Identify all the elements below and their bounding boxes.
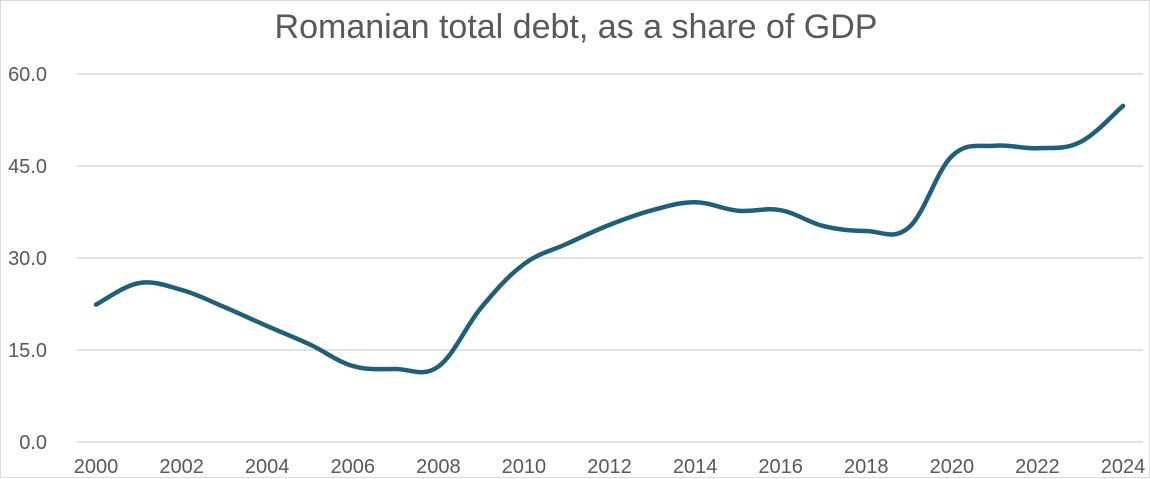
chart-title: Romanian total debt, as a share of GDP: [274, 8, 878, 46]
data-point-2014: [693, 200, 697, 204]
data-point-2023: [1078, 140, 1082, 144]
x-tick-label: 2024: [1101, 456, 1146, 478]
data-point-2003: [222, 305, 226, 309]
data-point-2010: [522, 262, 526, 266]
data-point-2013: [650, 208, 654, 212]
data-point-2009: [479, 306, 483, 310]
data-point-2005: [308, 342, 312, 346]
x-tick-label: 2008: [416, 456, 461, 478]
x-tick-label: 2012: [587, 456, 632, 478]
x-tick-label: 2020: [930, 456, 975, 478]
data-point-2022: [1035, 146, 1039, 150]
x-tick-label: 2002: [159, 456, 204, 478]
x-tick-label: 2022: [1015, 456, 1060, 478]
data-point-2006: [351, 364, 355, 368]
gridlines: [76, 73, 1143, 443]
x-tick-label: 2004: [245, 456, 290, 478]
data-point-2012: [608, 223, 612, 227]
y-axis-tick-labels: 0.0 15.0 30.0 45.0 60.0: [8, 64, 47, 454]
data-point-2011: [565, 242, 569, 246]
data-point-2021: [993, 144, 997, 148]
data-point-2016: [779, 208, 783, 212]
data-point-2000: [94, 303, 98, 307]
data-point-2019: [907, 225, 911, 229]
data-point-2002: [180, 288, 184, 292]
data-point-2004: [265, 324, 269, 328]
x-tick-label: 2018: [844, 456, 889, 478]
x-tick-label: 2000: [74, 456, 119, 478]
data-point-2001: [137, 281, 141, 285]
data-point-2008: [436, 365, 440, 369]
series-layer: [93, 103, 1126, 375]
x-tick-label: 2016: [758, 456, 803, 478]
y-tick-label: 45.0: [8, 156, 47, 178]
x-tick-label: 2010: [502, 456, 547, 478]
x-axis-tick-labels: 2000 2002 2004 2006 2008 2010 2012 2014 2016 2018…: [74, 456, 1146, 478]
data-point-2015: [736, 209, 740, 213]
y-tick-label: 60.0: [8, 64, 47, 86]
y-tick-label: 0.0: [19, 432, 47, 454]
y-tick-label: 15.0: [8, 340, 47, 362]
data-point-2024: [1121, 104, 1125, 108]
series-line-0: [93, 103, 1126, 375]
data-point-2007: [394, 367, 398, 371]
y-tick-label: 30.0: [8, 248, 47, 270]
data-point-2018: [864, 229, 868, 233]
x-tick-label: 2006: [331, 456, 376, 478]
x-tick-label: 2014: [673, 456, 718, 478]
data-point-2017: [821, 224, 825, 228]
data-point-2020: [950, 154, 954, 158]
